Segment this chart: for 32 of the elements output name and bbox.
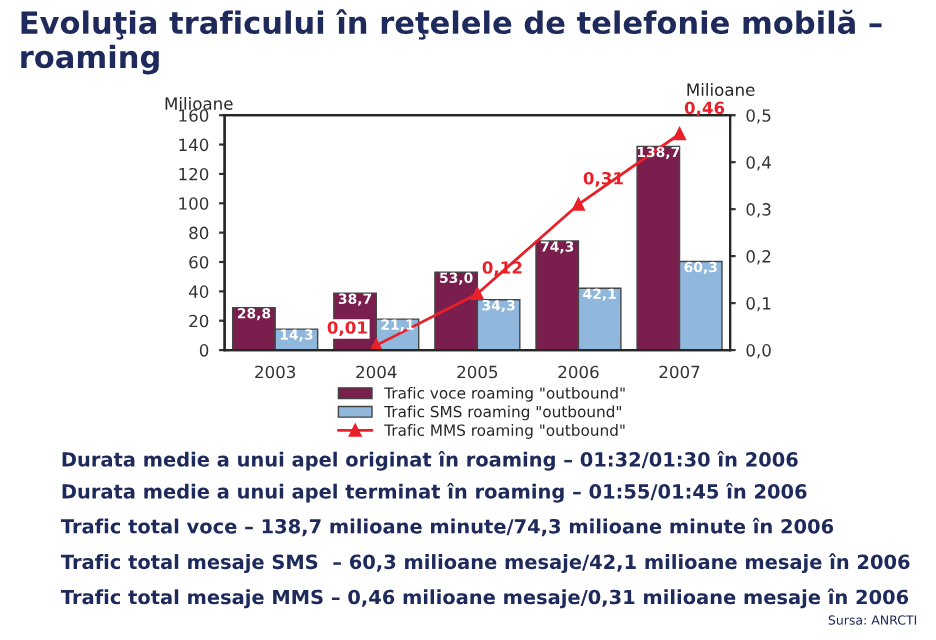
text: Trafic total voce – 138,7 milioane minute/74,3 milioane minute în 2006: [60, 517, 834, 537]
y-tick-label: 160: [179, 109, 209, 122]
y-axis-title: Milioane: [165, 96, 233, 110]
y-tick-label: 40: [188, 285, 209, 298]
y-tick-label: 140: [179, 138, 209, 152]
y-tick-label: 100: [179, 197, 209, 210]
y2-tick-label: 0,0: [746, 344, 771, 359]
y2-tick-label: 0,5: [746, 109, 771, 124]
y-tick-label: 120: [179, 167, 209, 181]
x-tick-label: 2003: [255, 365, 296, 379]
x-tick-label: 2007: [659, 365, 700, 379]
y-tick-label: 60: [189, 255, 209, 269]
x-tick-label: 2005: [457, 365, 498, 379]
chart-title: Evoluţia traficului în reţelele de telefonie mobilă – roaming: [21, 9, 882, 75]
text: Trafic total mesaje SMS – 60,3 milioane mesaje/42,1 milioane mesaje în 2006: [60, 553, 910, 574]
y-tick-label: 20: [189, 314, 209, 328]
y-tick-label: 80: [189, 226, 209, 240]
x-tick-label: 2006: [558, 365, 599, 379]
text: Trafic total mesaje MMS – 0,46 milioane mesaje/0,31 milioane mesaje în 2006: [60, 588, 909, 609]
text: Durata medie a unui apel terminat în roaming – 01:55/01:45 în 2006: [62, 482, 807, 503]
point: [673, 127, 686, 141]
y2-tick-label: 0,1: [746, 297, 771, 312]
data-label: 0,01: [327, 321, 367, 336]
y2-tick-label: 0,4: [746, 156, 771, 171]
y2-tick-label: 0,2: [746, 250, 771, 265]
y2-tick-label: 0,3: [746, 203, 771, 218]
data-label: 0,46: [684, 101, 725, 117]
x-tick-label: 2004: [356, 365, 397, 379]
text: Durata medie a unui apel originat în roaming – 01:32/01:30 în 2006: [62, 450, 798, 471]
point: [471, 287, 484, 300]
y2-axis-title: Milioane: [687, 83, 755, 96]
y-tick-label: 0: [199, 344, 209, 357]
